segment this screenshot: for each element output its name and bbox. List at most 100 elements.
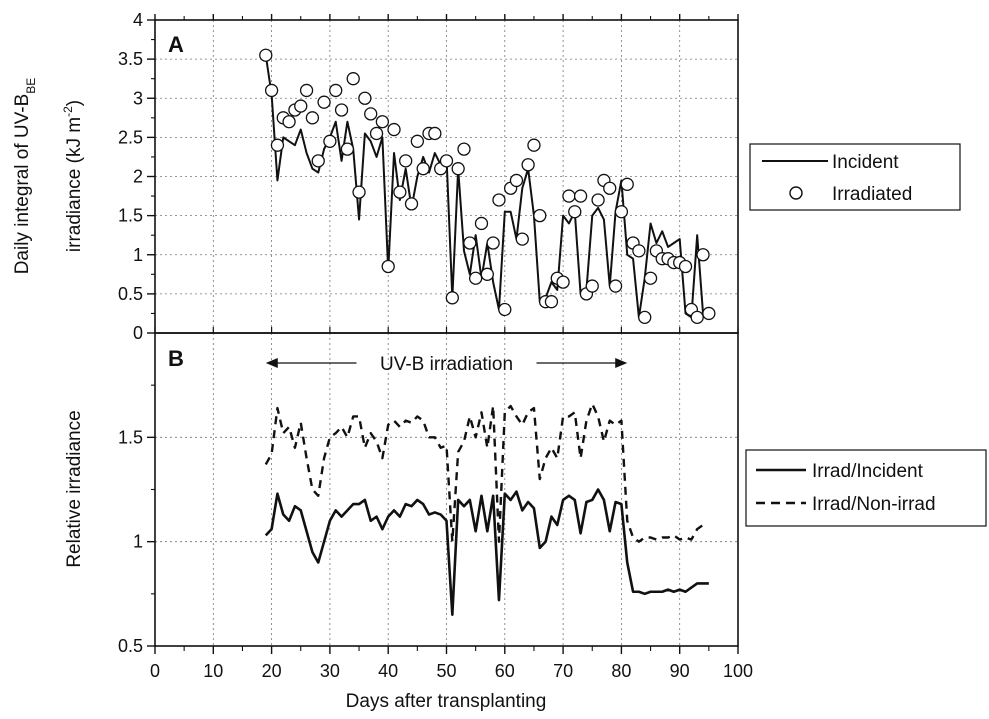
irrad-incident-legend-label: Irrad/Incident [812,461,924,482]
irradiated-point [282,115,296,129]
irradiated-point [305,111,320,125]
irradiated-point [515,232,529,246]
irradiated-point [346,72,360,86]
irradiated-point [323,134,337,148]
y-a-tick-label: 1 [133,245,143,265]
irradiated-point [428,126,442,141]
y-a-tick-label: 3.5 [118,49,143,69]
irradiated-point [474,216,489,231]
x-tick-label: 40 [378,661,398,681]
irradiated-point [498,302,512,317]
irrad-non-irrad-series-line [264,402,704,543]
x-tick-label: 50 [436,661,456,681]
irradiated-point [690,310,704,325]
irradiated-point [387,122,401,137]
irradiated-point [556,275,570,289]
y-a-tick-label: 4 [133,10,143,30]
irradiated-point [620,177,634,191]
irradiated-point [404,197,419,211]
irradiated-point [317,95,331,109]
irradiated-point [696,248,710,262]
x-tick-label: 90 [670,661,690,681]
panel-a: 0 0.5 1 1.5 2 2.5 3 3.5 4 A Daily integral of UV… [12,10,739,343]
irradiated-point [399,154,413,168]
panel-a-ylabel-line2: irradiance (kJ m-2) [61,100,85,252]
panel-b-ylabel: Relative irradiance [64,410,85,567]
irradiated-point [340,142,355,156]
irradiated-point [439,154,454,168]
irradiated-point [527,138,541,152]
irradiated-point [702,306,716,321]
irradiated-point [509,173,524,188]
x-axis-ticks: 0 10 20 30 40 50 60 70 80 90 100 [150,14,753,681]
panel-b: 0.511.5 0 10 20 30 40 50 60 70 80 90 100 B Relativ… [64,14,753,712]
panel-a-letter: A [168,32,184,57]
x-tick-label: 0 [150,661,160,681]
panel-b-letter: B [168,346,184,371]
irradiated-point [329,83,343,98]
irradiated-point [480,267,494,281]
irradiated-point [533,208,547,223]
y-a-tick-label: 0.5 [118,284,143,304]
irradiated-point [410,134,425,148]
y-b-tick-label: 0.5 [118,636,143,656]
irradiated-point [562,189,576,203]
y-a-tick-label: 1.5 [118,206,143,226]
incident-legend-label: Incident [832,152,899,173]
irradiated-point [264,83,279,98]
irradiated-point [614,205,629,219]
y-b-tick-label: 1 [133,532,143,552]
irradiated-point [364,107,378,121]
panel-a-ylabel-line1: Daily integral of UV-BBE [12,78,38,275]
irradiated-point [375,115,390,129]
irradiated-point [638,310,652,325]
irradiated-point [632,244,646,258]
irradiated-point [573,189,588,203]
irradiated-point [381,259,395,274]
irradiated-legend-label: Irradiated [832,184,912,205]
x-tick-label: 70 [553,661,573,681]
irradiated-point [457,142,471,156]
panel-a-legend: Incident Irradiated [749,143,961,211]
panel-a-y-ticks: 0 0.5 1 1.5 2 2.5 3 3.5 4 [118,10,155,343]
irrad-incident-series-line [264,488,709,617]
y-a-tick-label: 2 [133,167,143,187]
x-tick-label: 60 [495,661,515,681]
irradiated-point [603,181,617,195]
irradiated-point [416,162,430,176]
irradiated-point [311,154,325,168]
irradiated-point [591,193,605,207]
x-tick-label: 10 [203,661,223,681]
irradiated-point [352,185,366,199]
y-a-tick-label: 0 [133,323,143,343]
annotation-label: UV-B irradiation [380,354,513,375]
irradiated-point [678,259,693,274]
annotation-right-arrowhead [615,358,628,368]
irradiated-point [544,295,559,309]
x-tick-label: 100 [723,661,753,681]
x-tick-label: 80 [611,661,631,681]
irradiated-point [369,126,384,141]
x-axis-title: Days after transplanting [346,691,547,712]
irradiated-legend-marker [789,186,803,200]
annotation-left-arrowhead [265,358,278,368]
irradiated-point [334,103,349,117]
irradiated-point [486,236,500,250]
irradiated-point [492,193,506,207]
panel-b-y-ticks: 0.5 1 1.5 [118,384,155,656]
irradiated-point [358,91,372,105]
irrad-non-legend-label: Irrad/Non-irrad [812,494,936,515]
irradiated-point [521,158,535,172]
panel-b-grid [155,333,738,646]
uvb-irradiation-annotation: UV-B irradiation [265,354,628,375]
irradiated-point [294,99,308,113]
x-tick-label: 30 [320,661,340,681]
y-a-tick-label: 3 [133,88,143,108]
irradiated-point [643,271,658,285]
irradiated-point [270,138,285,152]
irradiated-point [393,185,407,199]
irradiated-point [445,291,459,305]
panel-b-legend-box [745,449,987,527]
panel-b-series [264,402,709,617]
